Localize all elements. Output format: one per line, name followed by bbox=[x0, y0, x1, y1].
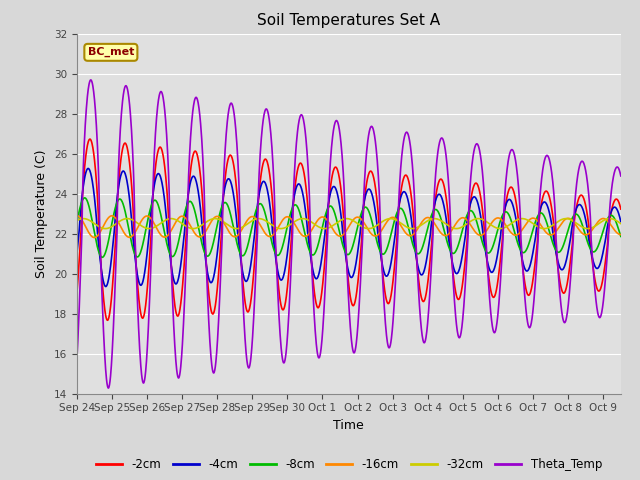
Legend: -2cm, -4cm, -8cm, -16cm, -32cm, Theta_Temp: -2cm, -4cm, -8cm, -16cm, -32cm, Theta_Te… bbox=[91, 454, 607, 476]
X-axis label: Time: Time bbox=[333, 419, 364, 432]
Y-axis label: Soil Temperature (C): Soil Temperature (C) bbox=[35, 149, 48, 278]
Text: BC_met: BC_met bbox=[88, 47, 134, 58]
Title: Soil Temperatures Set A: Soil Temperatures Set A bbox=[257, 13, 440, 28]
